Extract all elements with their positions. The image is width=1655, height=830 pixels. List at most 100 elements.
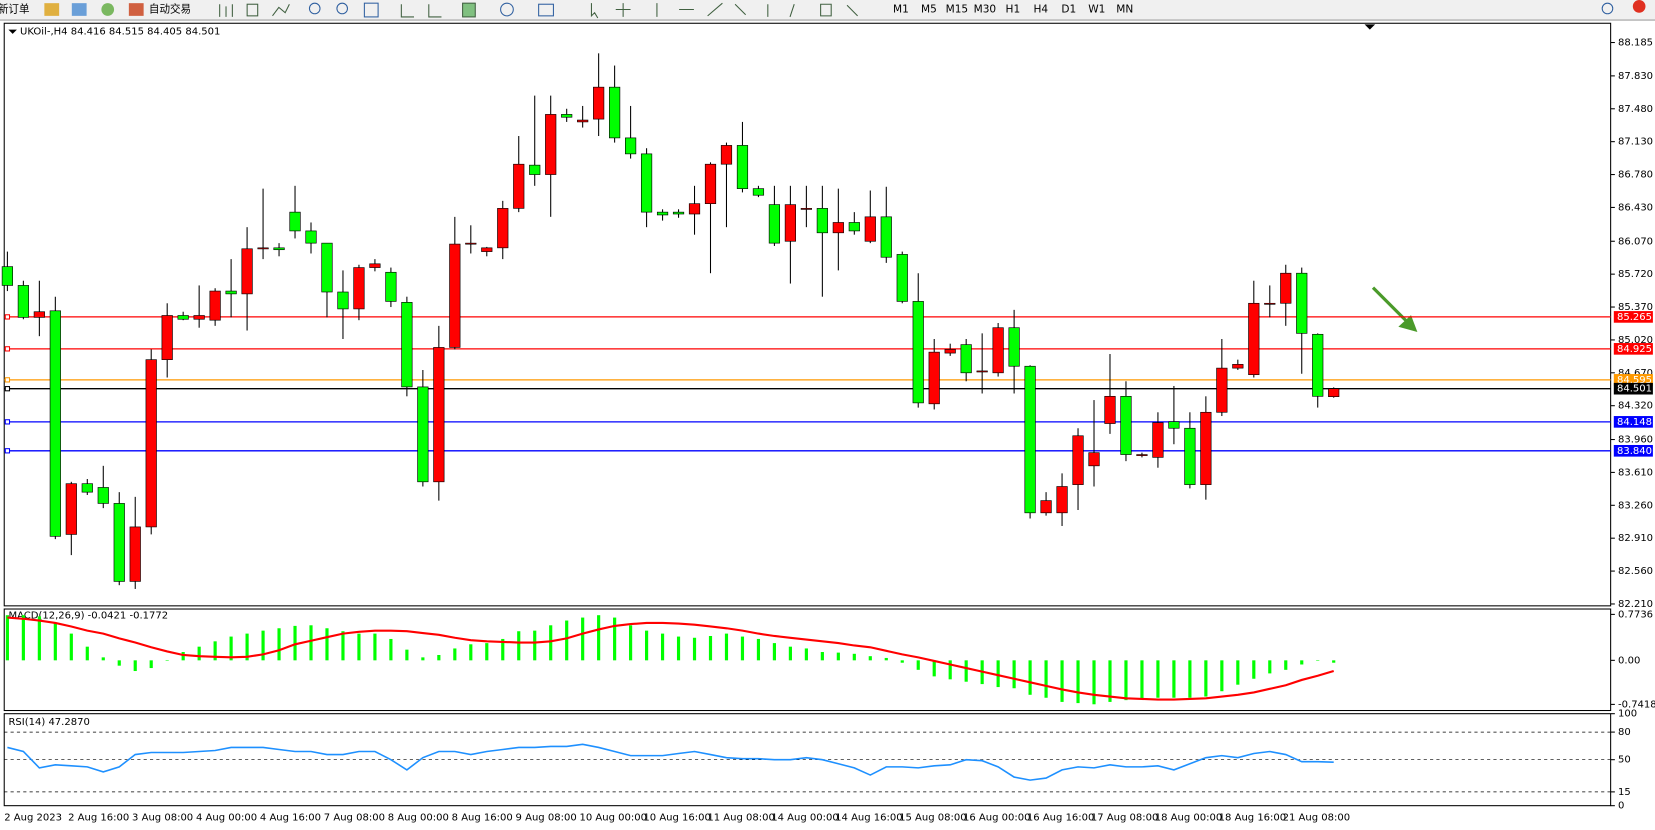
- macd-bar: [996, 660, 1000, 688]
- candle-body: [193, 315, 205, 320]
- candle-body: [161, 315, 173, 360]
- icon[interactable]: [219, 4, 233, 17]
- auto-trading-button[interactable]: 自动交易: [149, 3, 191, 16]
- macd-signal-line: [7, 616, 1335, 701]
- candle-body: [241, 248, 253, 295]
- y-tick-label: 0.7736: [1618, 609, 1653, 620]
- macd-bar: [1284, 660, 1288, 670]
- candle-body: [17, 285, 29, 318]
- x-tick-label: 11 Aug 08:00: [707, 812, 775, 823]
- icon[interactable]: [363, 2, 379, 18]
- y-tick-label: 82.210: [1618, 599, 1653, 610]
- candle-body: [305, 230, 317, 244]
- price-label: 84.595: [1617, 375, 1652, 386]
- icon[interactable]: [590, 2, 858, 19]
- macd-bar: [772, 643, 777, 661]
- macd-bar: [1044, 660, 1048, 698]
- timeframe-button[interactable]: M1: [893, 4, 909, 16]
- icon[interactable]: [44, 3, 60, 16]
- candle-body: [992, 327, 1004, 374]
- candle-body: [736, 145, 749, 189]
- timeframe-button[interactable]: M5: [921, 4, 937, 16]
- price-label: 85.265: [1617, 312, 1652, 323]
- timeframe-button[interactable]: M15: [946, 4, 969, 16]
- macd-bar: [117, 660, 121, 666]
- icon[interactable]: [500, 2, 514, 17]
- timeframe-button[interactable]: M30: [974, 4, 997, 16]
- candle-body: [896, 254, 908, 302]
- candle-body: [704, 163, 717, 204]
- timeframe-button[interactable]: H4: [1034, 4, 1049, 16]
- candle-body: [1152, 422, 1164, 458]
- macd-bar: [724, 633, 729, 661]
- macd-bar: [309, 625, 313, 661]
- price-label: 83.840: [1617, 446, 1652, 457]
- y-tick-label: 87.480: [1618, 104, 1653, 115]
- candle-body: [65, 483, 77, 535]
- macd-bar: [533, 630, 537, 661]
- macd-bar: [357, 633, 361, 661]
- search-icon[interactable]: [1601, 2, 1614, 15]
- candle-body: [513, 163, 525, 209]
- y-tick-label: 80: [1618, 727, 1631, 738]
- candle-body: [1280, 272, 1292, 304]
- macd-bar: [1316, 660, 1320, 661]
- y-tick-label: 0: [1618, 801, 1624, 812]
- toolbar-icons: [219, 2, 858, 19]
- candle-body: [81, 483, 93, 493]
- macd-bar: [165, 660, 169, 661]
- candle-body: [353, 267, 365, 310]
- macd-header: MACD(12,26,9) -0.0421 -0.1772: [8, 610, 168, 621]
- macd-bar: [293, 625, 297, 661]
- candle-body: [273, 247, 285, 251]
- macd-bar: [1204, 660, 1208, 697]
- timeframe-button[interactable]: MN: [1116, 4, 1133, 16]
- macd-bar: [1220, 660, 1224, 692]
- icon[interactable]: [71, 3, 87, 16]
- candle-body: [816, 208, 828, 234]
- icon[interactable]: [400, 4, 442, 18]
- x-tick-label: 15 Aug 08:00: [899, 812, 967, 823]
- macd-bar: [916, 660, 920, 670]
- icon[interactable]: [336, 2, 349, 15]
- macd-bar: [517, 631, 521, 661]
- x-tick-label: 8 Aug 00:00: [388, 812, 449, 823]
- candle-body: [529, 164, 541, 175]
- macd-bar: [229, 636, 233, 661]
- candle-body: [545, 114, 557, 175]
- x-tick-label: 14 Aug 16:00: [835, 812, 903, 823]
- macd-bar: [325, 628, 329, 661]
- macd-bar: [964, 660, 968, 682]
- candle-body: [465, 242, 477, 245]
- x-tick-label: 8 Aug 16:00: [452, 812, 513, 823]
- icon[interactable]: [101, 3, 115, 16]
- annotation-arrow: [1371, 286, 1413, 327]
- icon[interactable]: [538, 3, 554, 17]
- candle-body: [209, 290, 221, 321]
- y-tick-label: 85.370: [1618, 302, 1653, 313]
- candle-body: [257, 247, 269, 250]
- timeframe-button[interactable]: D1: [1061, 4, 1076, 16]
- timeframe-button[interactable]: H1: [1006, 4, 1021, 16]
- price-line-handle: [4, 346, 11, 352]
- icon[interactable]: [308, 2, 321, 15]
- icon[interactable]: [272, 3, 290, 17]
- x-tick-label: 18 Aug 16:00: [1219, 812, 1287, 823]
- notification-icon[interactable]: [1632, 0, 1646, 13]
- x-tick-label: 2 Aug 2023: [4, 812, 62, 823]
- timeframe-button[interactable]: W1: [1088, 4, 1105, 16]
- new-order-button[interactable]: 新订单: [0, 3, 30, 16]
- price-label: 84.925: [1617, 344, 1652, 355]
- candle-body: [577, 119, 589, 123]
- x-tick-label: 14 Aug 00:00: [771, 812, 839, 823]
- icon[interactable]: [462, 2, 476, 18]
- candle-body: [768, 204, 781, 244]
- icon[interactable]: [128, 3, 144, 16]
- price-label-box: [1613, 343, 1653, 355]
- icon[interactable]: [246, 3, 259, 17]
- price-line-handle: [4, 377, 11, 383]
- candle-body: [417, 386, 429, 483]
- macd-bar: [740, 636, 745, 661]
- x-tick-label: 16 Aug 00:00: [963, 812, 1031, 823]
